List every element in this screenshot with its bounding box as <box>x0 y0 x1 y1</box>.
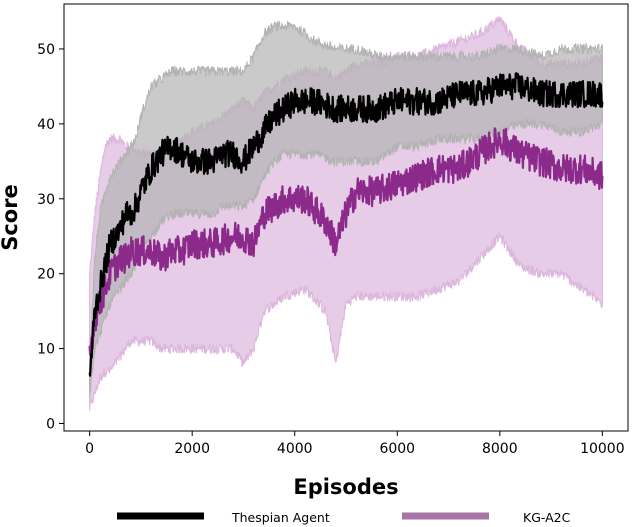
x-tick-label: 4000 <box>277 441 313 457</box>
band-thespian-agent <box>89 21 603 398</box>
y-tick-label: 40 <box>37 117 55 133</box>
x-tick-label: 10000 <box>580 441 625 457</box>
y-tick-label: 0 <box>46 417 55 433</box>
x-axis: 0 2000 4000 6000 8000 10000 <box>85 431 625 457</box>
plot-frame <box>63 3 629 432</box>
y-tick-label: 50 <box>37 42 55 58</box>
series-line-thespian-agent <box>88 72 604 377</box>
y-axis: 0 10 20 30 40 50 <box>37 42 64 433</box>
y-tick-label: 20 <box>37 267 55 283</box>
legend-label-thespian-agent: Thespian Agent <box>231 510 330 525</box>
legend-label-kg-a2c: KG-A2C <box>523 510 571 525</box>
x-axis-label: Episodes <box>293 475 398 499</box>
series-line-kg-a2c <box>88 127 604 356</box>
y-axis-label: Score <box>0 184 22 251</box>
legend: Thespian Agent KG-A2C <box>117 510 571 525</box>
x-tick-label: 6000 <box>379 441 415 457</box>
y-tick-label: 30 <box>37 192 55 208</box>
y-tick-label: 10 <box>37 342 55 358</box>
x-tick-label: 8000 <box>482 441 518 457</box>
series-lines <box>88 72 604 377</box>
x-tick-label: 2000 <box>174 441 210 457</box>
x-tick-label: 0 <box>85 441 94 457</box>
